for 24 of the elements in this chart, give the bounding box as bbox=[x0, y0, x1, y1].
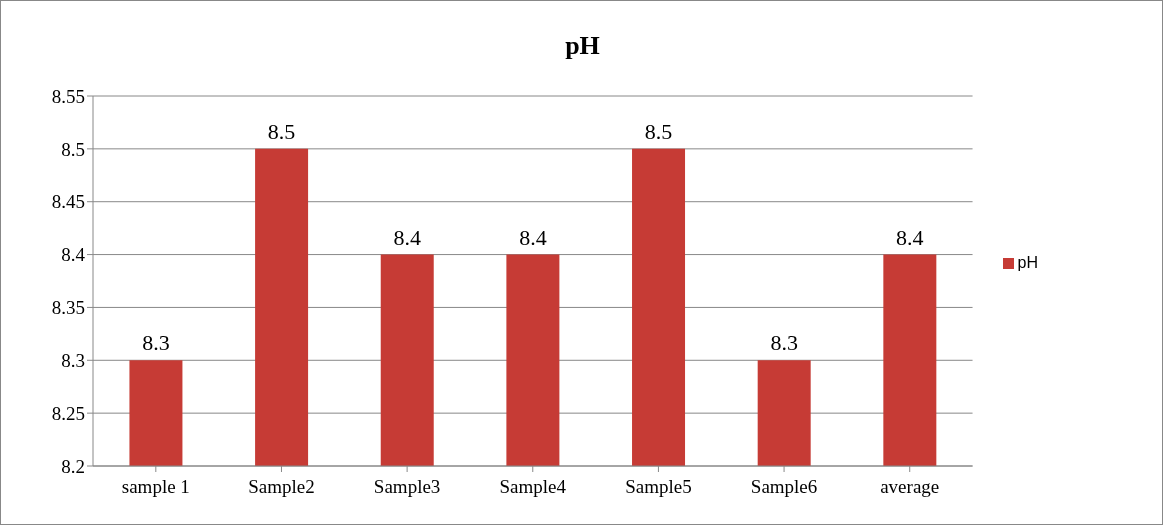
x-tick-label: Sample4 bbox=[499, 476, 567, 498]
data-label: 8.5 bbox=[267, 118, 296, 144]
x-tick-label: Sample6 bbox=[750, 476, 818, 498]
data-label: 8.4 bbox=[896, 224, 924, 250]
legend-label: pH bbox=[1017, 253, 1038, 271]
y-tick-label: 8.35 bbox=[51, 297, 85, 319]
y-tick-label: 8.25 bbox=[51, 402, 85, 424]
y-tick-label: 8.5 bbox=[61, 138, 85, 160]
data-label: 8.4 bbox=[519, 224, 547, 250]
x-tick-label: sample 1 bbox=[121, 476, 190, 498]
y-tick-label: 8.55 bbox=[51, 85, 85, 107]
y-tick-label: 8.2 bbox=[61, 455, 85, 477]
chart-title: pH bbox=[564, 31, 601, 61]
data-label: 8.3 bbox=[770, 330, 798, 356]
x-tick-label: average bbox=[880, 476, 940, 498]
data-label: 8.5 bbox=[644, 118, 673, 144]
x-tick-label: Sample5 bbox=[625, 476, 692, 498]
x-tick-label: Sample2 bbox=[248, 476, 315, 498]
data-label: 8.3 bbox=[142, 330, 170, 356]
y-tick-label: 8.3 bbox=[61, 350, 85, 372]
x-tick-label: Sample3 bbox=[373, 476, 441, 498]
data-label: 8.4 bbox=[393, 224, 421, 250]
y-tick-label: 8.45 bbox=[51, 191, 85, 213]
y-tick-label: 8.4 bbox=[61, 244, 86, 266]
